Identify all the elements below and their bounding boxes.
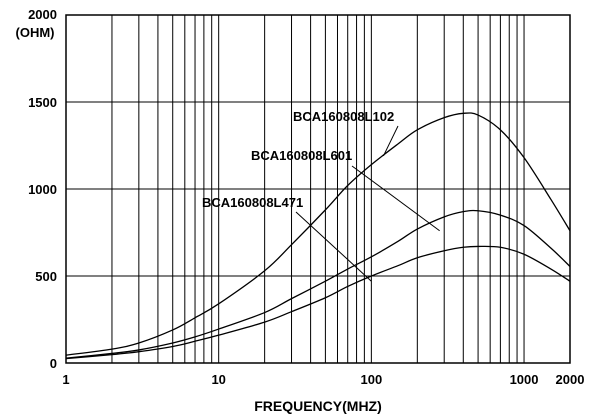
y-tick-label: 0 — [50, 356, 57, 371]
annotations: BCA160808L102 BCA160808L601 BCA160808L471 — [202, 109, 440, 282]
y-tick-label: 500 — [35, 269, 57, 284]
axes: 0 500 1000 1500 2000 1 10 100 1000 2000 — [28, 7, 584, 387]
x-tick-label: 2000 — [556, 372, 585, 387]
y-tick-label: 2000 — [28, 7, 57, 22]
x-tick-label: 1 — [62, 372, 69, 387]
annotation-leader-1 — [382, 125, 399, 157]
plot-frame — [65, 14, 571, 364]
x-tick-label: 1000 — [510, 372, 539, 387]
annotation-label-1: BCA160808L102 — [293, 109, 394, 124]
y-tick-label: 1500 — [28, 95, 57, 110]
annotation-label-3: BCA160808L471 — [202, 195, 303, 210]
x-tick-label: 100 — [361, 372, 383, 387]
annotation-leader-2 — [351, 165, 440, 232]
x-axis-label: FREQUENCY(MHZ) — [254, 398, 382, 414]
series-line-3 — [65, 245, 571, 360]
y-axis-unit-label: (OHM) — [16, 25, 55, 40]
grid-lines — [66, 15, 570, 363]
series-line-1 — [65, 112, 571, 356]
x-tick-label: 10 — [211, 372, 225, 387]
annotation-label-2: BCA160808L601 — [251, 148, 352, 163]
y-tick-label: 1000 — [28, 182, 57, 197]
series-line-2 — [65, 209, 571, 359]
annotation-leader-3 — [295, 211, 372, 282]
series-lines — [65, 112, 571, 360]
